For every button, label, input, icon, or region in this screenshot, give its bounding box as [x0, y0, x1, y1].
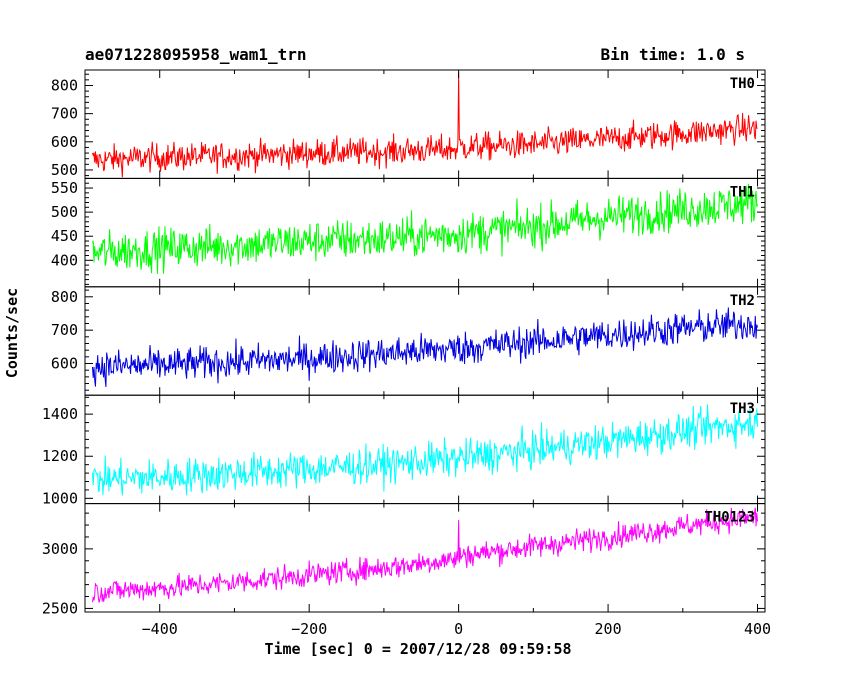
y-tick-label: 1000	[42, 489, 78, 507]
panel-label-th0123: TH0123	[704, 510, 755, 526]
y-tick-label: 450	[51, 227, 78, 245]
y-tick-label: 600	[51, 355, 78, 373]
y-axis-title: Counts/sec	[3, 288, 21, 378]
panel-label-th0: TH0	[730, 76, 755, 92]
y-tick-label: 2500	[42, 599, 78, 617]
x-tick-label: 200	[595, 620, 622, 638]
x-tick-label: −200	[291, 620, 327, 638]
series-line-th1	[91, 183, 759, 274]
y-tick-label: 400	[51, 251, 78, 269]
panel-th3: 1000 1200 1400 TH3	[42, 394, 766, 507]
panel-th0123: 2500 3000 TH0123	[42, 503, 766, 617]
y-tick-label: 500	[51, 161, 78, 179]
series-line-th0123	[91, 507, 759, 603]
x-tick-label: 400	[744, 620, 771, 638]
panel-th1: 400 450 500 550 TH1	[51, 177, 766, 288]
panel-label-th1: TH1	[730, 184, 755, 200]
series-line-th2	[91, 307, 759, 387]
y-tick-label: 600	[51, 133, 78, 151]
x-tick-label: 0	[454, 620, 463, 638]
y-tick-label: 3000	[42, 540, 78, 558]
y-tick-label: 700	[51, 321, 78, 339]
observation-title: ae071228095958_wam1_trn	[85, 45, 307, 64]
panel-label-th2: TH2	[730, 293, 755, 309]
series-line-th0	[91, 72, 758, 178]
y-tick-label: 550	[51, 179, 78, 197]
series-line-th3	[91, 404, 759, 496]
panel-th0: 500 600 700 800 TH0	[51, 69, 766, 179]
y-tick-label: 800	[51, 288, 78, 306]
panel-frame	[84, 503, 766, 613]
y-tick-label: 500	[51, 203, 78, 221]
y-tick-label: 1200	[42, 447, 78, 465]
x-axis-title: Time [sec] 0 = 2007/12/28 09:59:58	[264, 640, 571, 658]
y-tick-label: 800	[51, 76, 78, 94]
x-tick-label: −400	[142, 620, 178, 638]
panel-th2: 600 700 800 TH2	[51, 286, 766, 396]
bin-time-label: Bin time: 1.0 s	[601, 45, 746, 64]
x-axis: −400 −200 0 200 400	[142, 620, 771, 638]
y-tick-label: 700	[51, 105, 78, 123]
y-tick-label: 1400	[42, 405, 78, 423]
panel-label-th3: TH3	[730, 401, 755, 417]
